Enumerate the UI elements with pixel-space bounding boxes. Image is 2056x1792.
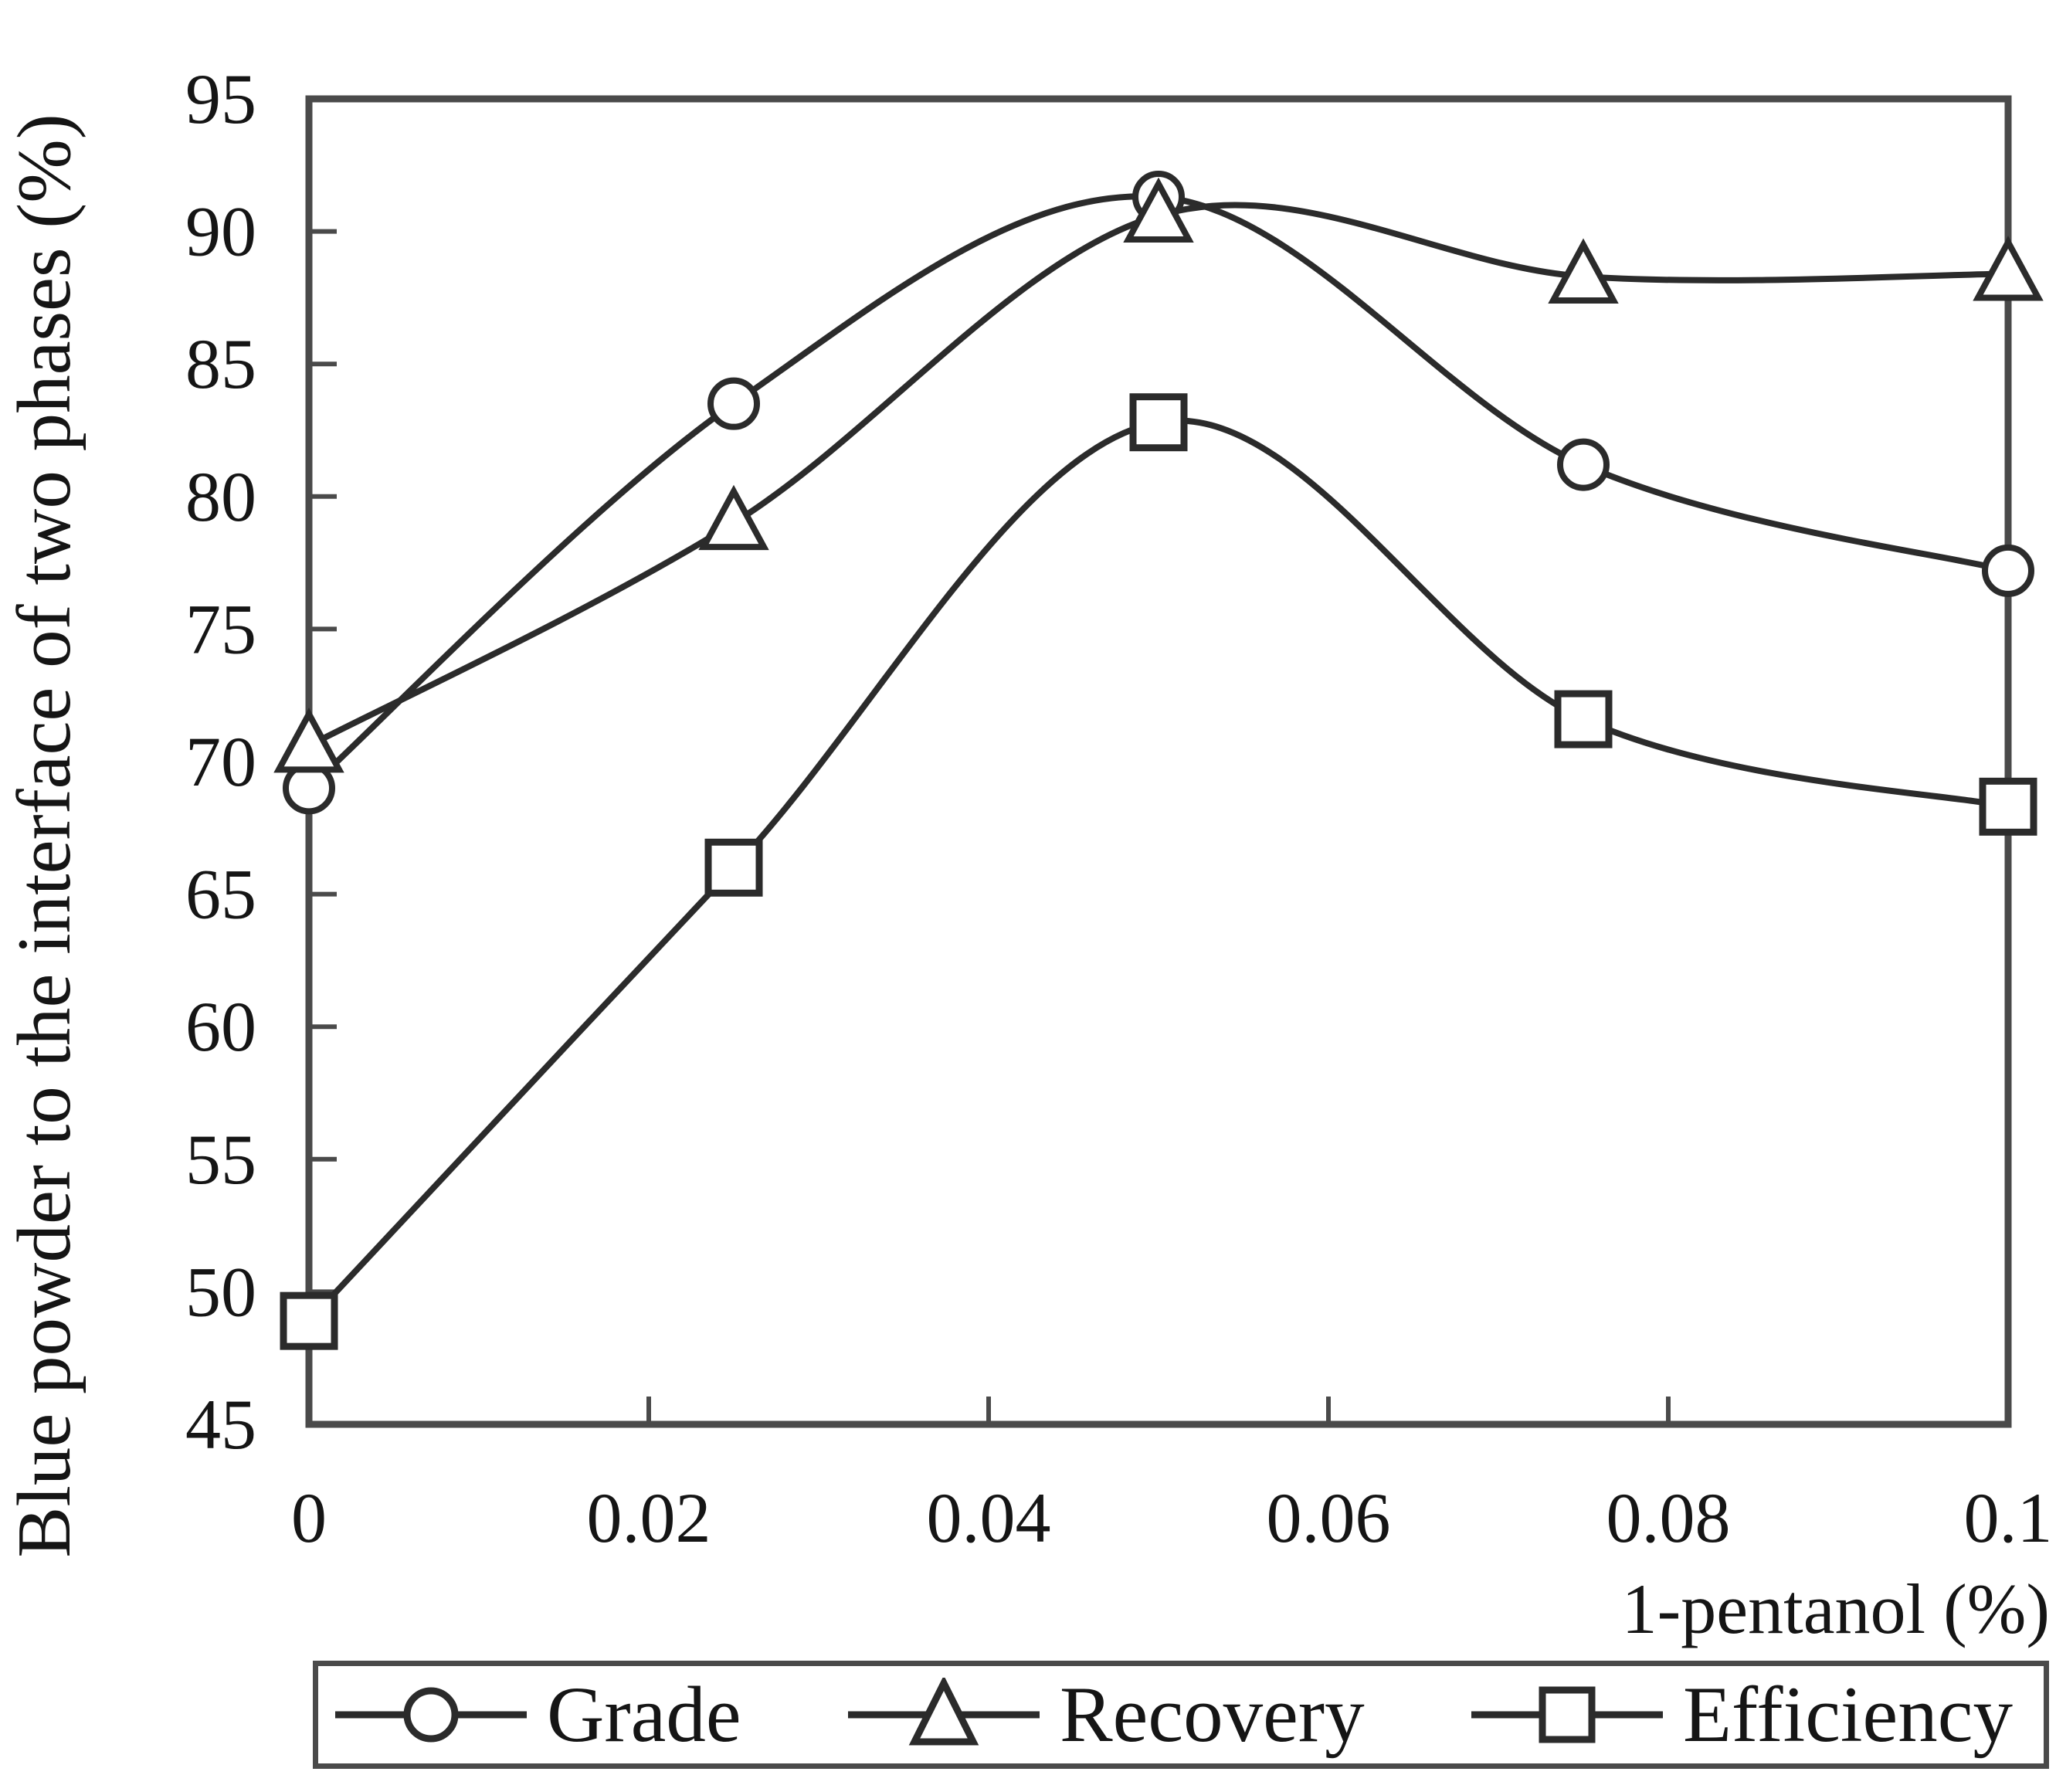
data-point-efficiency (1554, 690, 1613, 748)
legend-label-recovery: Recovery (1059, 1671, 1365, 1759)
x-tick-label: 0.02 (587, 1478, 711, 1557)
data-point-recovery (273, 708, 344, 773)
series-line-recovery (307, 202, 2009, 748)
y-tick-label: 55 (185, 1120, 256, 1199)
y-tick-label: 60 (185, 987, 256, 1066)
legend-item-efficiency: Efficiency (1468, 1669, 2013, 1760)
y-tick-label: 90 (185, 192, 256, 271)
legend: Grade Recovery Efficiency (313, 1661, 2049, 1769)
data-point-efficiency (704, 838, 763, 897)
y-tick-label: 95 (185, 59, 256, 138)
y-tick-label: 65 (185, 855, 256, 934)
legend-label-efficiency: Efficiency (1682, 1671, 2013, 1759)
y-tick-label: 85 (185, 324, 256, 403)
legend-item-grade: Grade (332, 1669, 741, 1760)
data-point-recovery (1123, 177, 1194, 243)
x-tick-label: 0.06 (1267, 1478, 1391, 1557)
data-point-grade (1557, 438, 1610, 491)
y-tick-label: 75 (185, 589, 256, 668)
legend-item-recovery: Recovery (845, 1669, 1365, 1760)
x-tick-label: 0.04 (927, 1478, 1051, 1557)
axes-frame (305, 95, 2012, 1428)
x-tick-label: 0.08 (1606, 1478, 1731, 1557)
efficiency-marker-icon (1471, 1686, 1663, 1743)
data-point-grade (1982, 544, 2034, 597)
y-tick-label: 70 (185, 722, 256, 801)
data-point-efficiency (280, 1291, 338, 1350)
recovery-marker-icon (847, 1678, 1040, 1746)
x-tick-label: 0.1 (1964, 1478, 2053, 1557)
data-point-grade (707, 377, 760, 430)
legend-label-grade: Grade (547, 1671, 741, 1759)
series-line-efficiency (307, 417, 2009, 1323)
x-axis-title: 1-pentanol (%) (1621, 1570, 2050, 1648)
data-point-recovery (1973, 236, 2044, 301)
x-tick-label: 0 (291, 1478, 327, 1557)
y-tick-label: 50 (185, 1252, 256, 1331)
data-point-recovery (698, 484, 769, 551)
y-tick-label: 80 (185, 457, 256, 536)
grade-marker-icon (335, 1687, 527, 1743)
data-point-efficiency (1979, 777, 2037, 836)
data-point-efficiency (1129, 393, 1188, 452)
y-tick-label: 45 (185, 1385, 256, 1464)
data-point-recovery (1548, 238, 1619, 304)
series-line-grade (307, 193, 2009, 791)
